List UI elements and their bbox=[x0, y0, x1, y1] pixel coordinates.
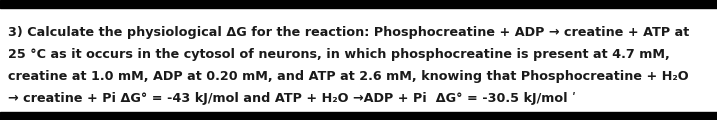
Bar bbox=[0, 112, 717, 120]
Text: 3) Calculate the physiological ΔG for the reaction: Phosphocreatine + ADP → crea: 3) Calculate the physiological ΔG for th… bbox=[8, 26, 689, 39]
Text: → creatine + Pi ΔG° = -43 kJ/mol and ATP + H₂O →ADP + Pi  ΔG° = -30.5 kJ/mol ʹ: → creatine + Pi ΔG° = -43 kJ/mol and ATP… bbox=[8, 92, 576, 105]
Bar bbox=[0, 0, 717, 8]
Text: 25 °C as it occurs in the cytosol of neurons, in which phosphocreatine is presen: 25 °C as it occurs in the cytosol of neu… bbox=[8, 48, 670, 61]
Text: creatine at 1.0 mM, ADP at 0.20 mM, and ATP at 2.6 mM, knowing that Phosphocreat: creatine at 1.0 mM, ADP at 0.20 mM, and … bbox=[8, 70, 688, 83]
